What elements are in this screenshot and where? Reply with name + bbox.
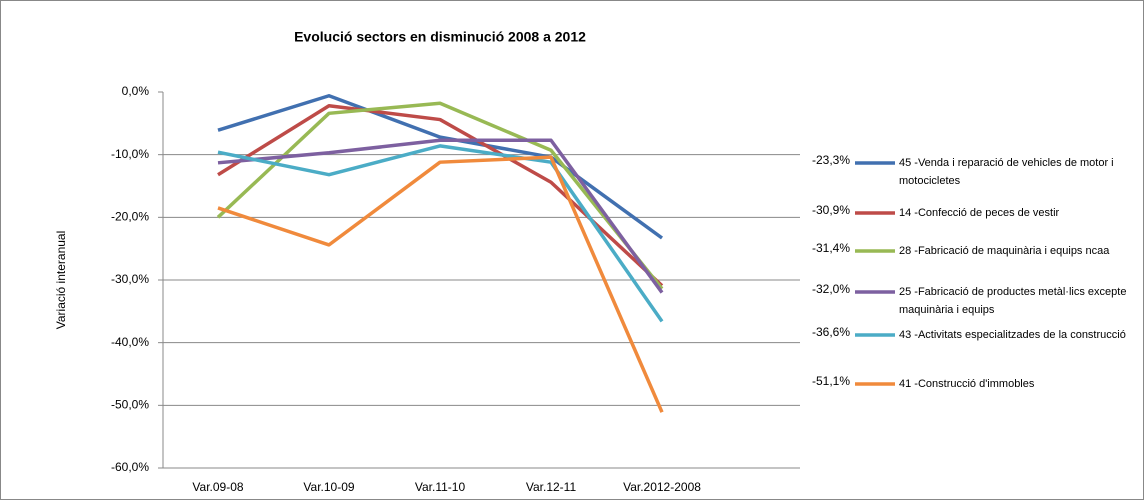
- legend-label: 14 -Confecció de peces de vestir: [899, 207, 1060, 219]
- value-label: -36,6%: [812, 325, 850, 339]
- y-tick-label: -20,0%: [111, 210, 149, 224]
- legend-label: 28 -Fabricació de maquinària i equips nc…: [899, 245, 1110, 257]
- series-line: [216, 101, 664, 290]
- series-line: [217, 155, 664, 413]
- x-tick-label: Var.09-08: [192, 480, 243, 494]
- legend-label: 25 -Fabricació de productes metàl·lics e…: [899, 286, 1127, 316]
- y-tick-label: -40,0%: [111, 335, 149, 349]
- legend-label: 41 -Construcció d'immobles: [899, 378, 1035, 390]
- value-label: -30,9%: [812, 203, 850, 217]
- y-tick-label: -60,0%: [111, 460, 149, 474]
- x-tick-label: Var.2012-2008: [623, 480, 701, 494]
- value-label: -23,3%: [812, 153, 850, 167]
- series-line: [217, 144, 664, 323]
- chart-title: Evolució sectors en disminució 2008 a 20…: [294, 29, 586, 45]
- value-label: -32,0%: [812, 282, 850, 296]
- y-tick-label: -50,0%: [111, 398, 149, 412]
- x-tick-label: Var.11-10: [415, 480, 466, 494]
- legend-label: 43 -Activitats especialitzades de la con…: [899, 329, 1126, 341]
- legend-label: 45 -Venda i reparació de vehicles de mot…: [899, 157, 1114, 187]
- y-tick-label: -10,0%: [111, 147, 149, 161]
- x-tick-label: Var.12-11: [526, 480, 577, 494]
- series-line: [217, 94, 664, 240]
- value-label: -51,1%: [812, 374, 850, 388]
- y-tick-label: -30,0%: [111, 272, 149, 286]
- y-tick-label: 0,0%: [122, 84, 150, 98]
- series-line: [217, 138, 664, 294]
- x-tick-label: Var.10-09: [303, 480, 354, 494]
- value-label: -31,4%: [812, 241, 850, 255]
- y-axis-label: Variació interanual: [54, 231, 68, 330]
